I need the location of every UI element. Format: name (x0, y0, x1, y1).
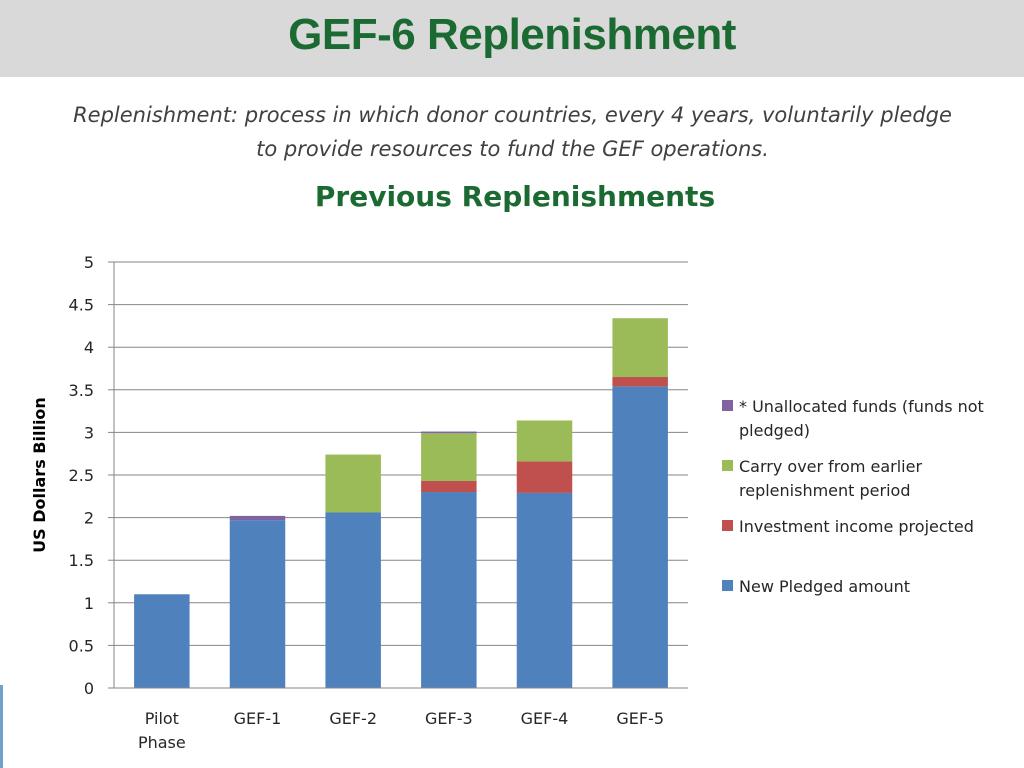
bar-segment (229, 515, 286, 521)
section-title: Previous Replenishments (314, 180, 716, 213)
bar-segment (134, 594, 190, 688)
legend-label: * Unallocated funds (funds not (739, 397, 984, 416)
legend-swatch (722, 520, 733, 531)
axes: 0 0.5 1 1.5 2 2.5 3 3.5 4 4.5 5 US Dollars Billion P… (30, 253, 688, 752)
bar-segment (516, 492, 573, 688)
x-tick-label: GEF-4 (521, 709, 569, 728)
x-tick-label: GEF-1 (234, 709, 282, 728)
bar-segment (421, 431, 477, 434)
bar-segment (325, 454, 381, 513)
x-tick-label: Pilot (145, 709, 179, 728)
legend: * Unallocated funds (funds not pledged) Ca… (722, 397, 984, 596)
legend-swatch (722, 580, 733, 591)
y-axis-title: US Dollars Billion (30, 397, 49, 553)
x-tick-label: GEF-2 (329, 709, 377, 728)
bar-segment (516, 461, 573, 493)
replenishment-chart: 0 0.5 1 1.5 2 2.5 3 3.5 4 4.5 5 US Dollars Billion P… (30, 253, 984, 752)
legend-label: New Pledged amount (739, 577, 910, 596)
bar-segment (421, 480, 477, 493)
slide-title: GEF-6 Replenishment (288, 10, 736, 59)
bar-segment (421, 433, 477, 481)
title-band (0, 0, 1024, 77)
y-tick-label: 4 (84, 338, 94, 357)
bar-segment (516, 420, 573, 462)
y-tick-label: 1 (84, 594, 94, 613)
x-tick-label: Phase (138, 733, 186, 752)
x-tick-label: GEF-5 (616, 709, 664, 728)
legend-label: Carry over from earlier (739, 457, 922, 476)
y-tick-label: 3.5 (69, 381, 94, 400)
slide-edge-accent (0, 685, 3, 768)
y-tick-label: 0.5 (69, 636, 94, 655)
bar-segment (612, 386, 668, 688)
y-tick-label: 1.5 (69, 551, 94, 570)
bar-segment (612, 377, 668, 387)
gridlines (114, 261, 688, 689)
y-tick-label: 4.5 (69, 296, 94, 315)
legend-swatch (722, 460, 733, 471)
replenishment-definition: Replenishment: process in which donor co… (73, 103, 952, 161)
legend-label: pledged) (739, 421, 810, 440)
legend-label: Investment income projected (739, 517, 974, 536)
bar-segment (325, 512, 381, 688)
x-tick-label: GEF-3 (425, 709, 473, 728)
bars (134, 318, 668, 688)
y-tick-label: 0 (84, 679, 94, 698)
bar-segment (612, 318, 668, 378)
legend-label: replenishment period (739, 481, 910, 500)
y-tick-label: 2.5 (69, 466, 94, 485)
bar-segment (421, 492, 477, 688)
y-tick-label: 2 (84, 509, 94, 528)
legend-swatch (722, 400, 733, 411)
y-tick-label: 5 (84, 253, 94, 272)
bar-segment (229, 520, 286, 688)
y-tick-label: 3 (84, 423, 94, 442)
